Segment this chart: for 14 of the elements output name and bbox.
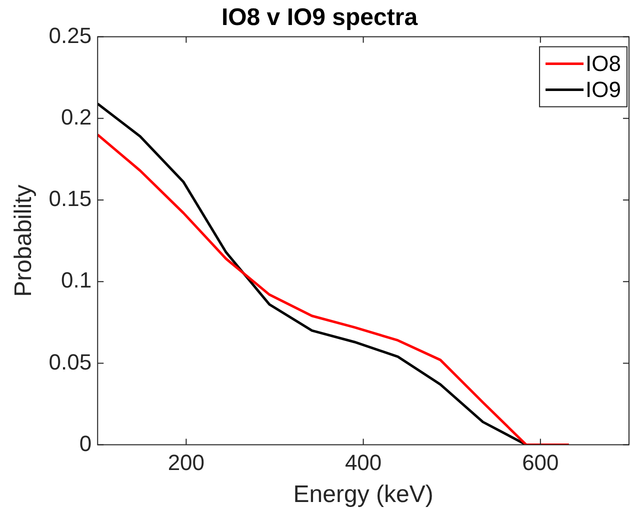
y-tick-label: 0.1 <box>61 268 92 293</box>
chart-title: IO8 v IO9 spectra <box>221 4 418 32</box>
x-tick-label: 200 <box>168 450 205 476</box>
y-axis-title: Probability <box>10 184 38 297</box>
y-tick-label: 0.25 <box>48 22 92 48</box>
x-tick-label: 600 <box>522 450 559 476</box>
legend-label: IO8 <box>586 50 622 76</box>
y-tick-label: 0 <box>79 430 92 456</box>
x-axis-title: Energy (keV) <box>293 481 434 508</box>
x-tick-label: 400 <box>344 450 382 476</box>
legend-label: IO9 <box>586 76 622 102</box>
y-tick-label: 0.2 <box>61 104 92 130</box>
y-tick-label: 0.05 <box>48 349 92 374</box>
y-tick-label: 0.15 <box>48 186 92 212</box>
